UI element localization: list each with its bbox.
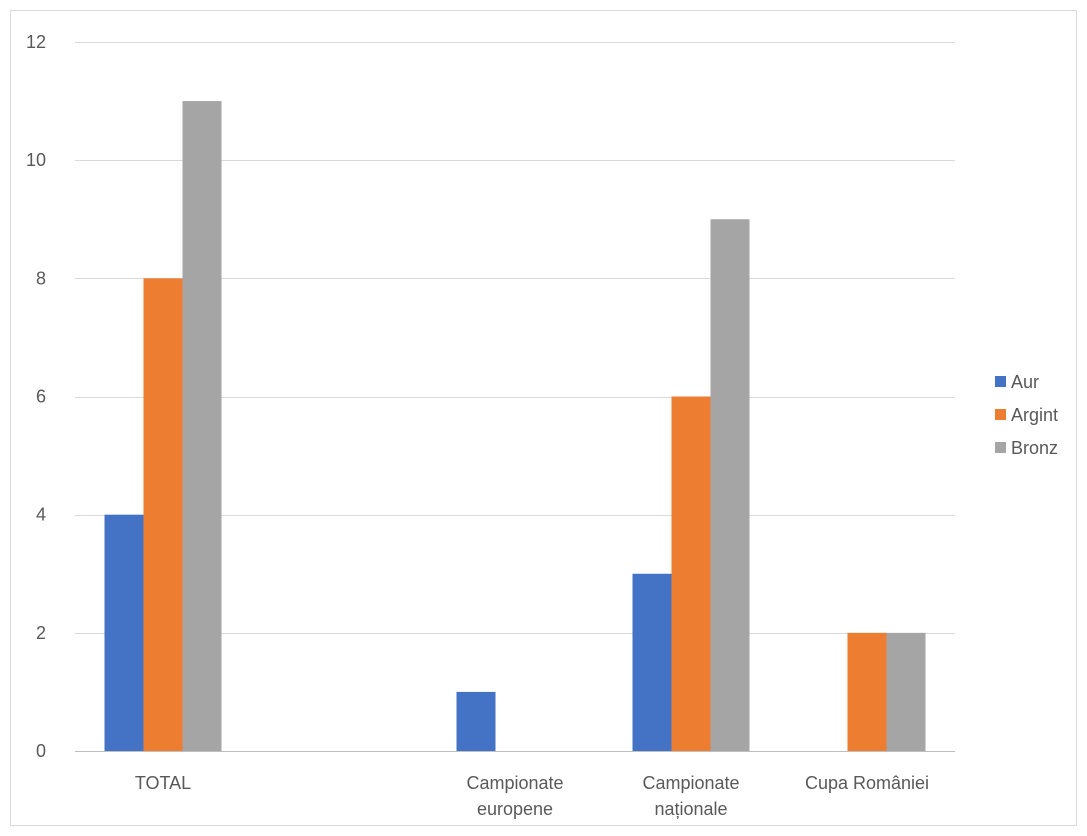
y-tick-label: 6 [36, 387, 46, 407]
bar-argint-3 [671, 396, 711, 751]
x-tick-label: Campionate [466, 773, 563, 793]
legend-swatch-bronz [995, 442, 1006, 453]
bar-bronz-4 [886, 632, 926, 751]
y-tick-label: 12 [26, 32, 46, 52]
y-tick-label: 8 [36, 268, 46, 288]
y-tick-label: 4 [36, 505, 46, 525]
y-tick-label: 10 [26, 150, 46, 170]
x-tick-label: TOTAL [135, 773, 191, 793]
legend-swatch-aur [995, 376, 1006, 387]
y-tick-label: 0 [36, 741, 46, 761]
legend-label-argint: Argint [1011, 405, 1058, 425]
y-tick-label: 2 [36, 623, 46, 643]
x-tick-label: Cupa României [805, 773, 929, 793]
legend-swatch-argint [995, 409, 1006, 420]
legend-label-bronz: Bronz [1011, 438, 1058, 458]
legend: Aur Argint Bronz [995, 372, 1058, 458]
bar-argint-0 [143, 278, 183, 751]
y-axis-tick-labels: 0 2 4 6 8 10 12 [26, 32, 46, 761]
bar-aur-0 [104, 514, 144, 751]
gridlines [75, 42, 955, 634]
x-tick-label: europene [477, 799, 553, 819]
bar-argint-4 [847, 632, 887, 751]
bar-aur-2 [456, 691, 496, 751]
bar-bronz-0 [182, 101, 222, 752]
x-tick-label: Campionate [642, 773, 739, 793]
x-tick-label: naționale [654, 799, 727, 819]
x-axis-tick-labels: TOTAL Campionate europene Campionate naționa… [135, 773, 929, 819]
bars [104, 101, 926, 752]
bar-bronz-3 [710, 219, 750, 751]
legend-label-aur: Aur [1011, 372, 1039, 392]
bar-aur-3 [632, 573, 672, 751]
